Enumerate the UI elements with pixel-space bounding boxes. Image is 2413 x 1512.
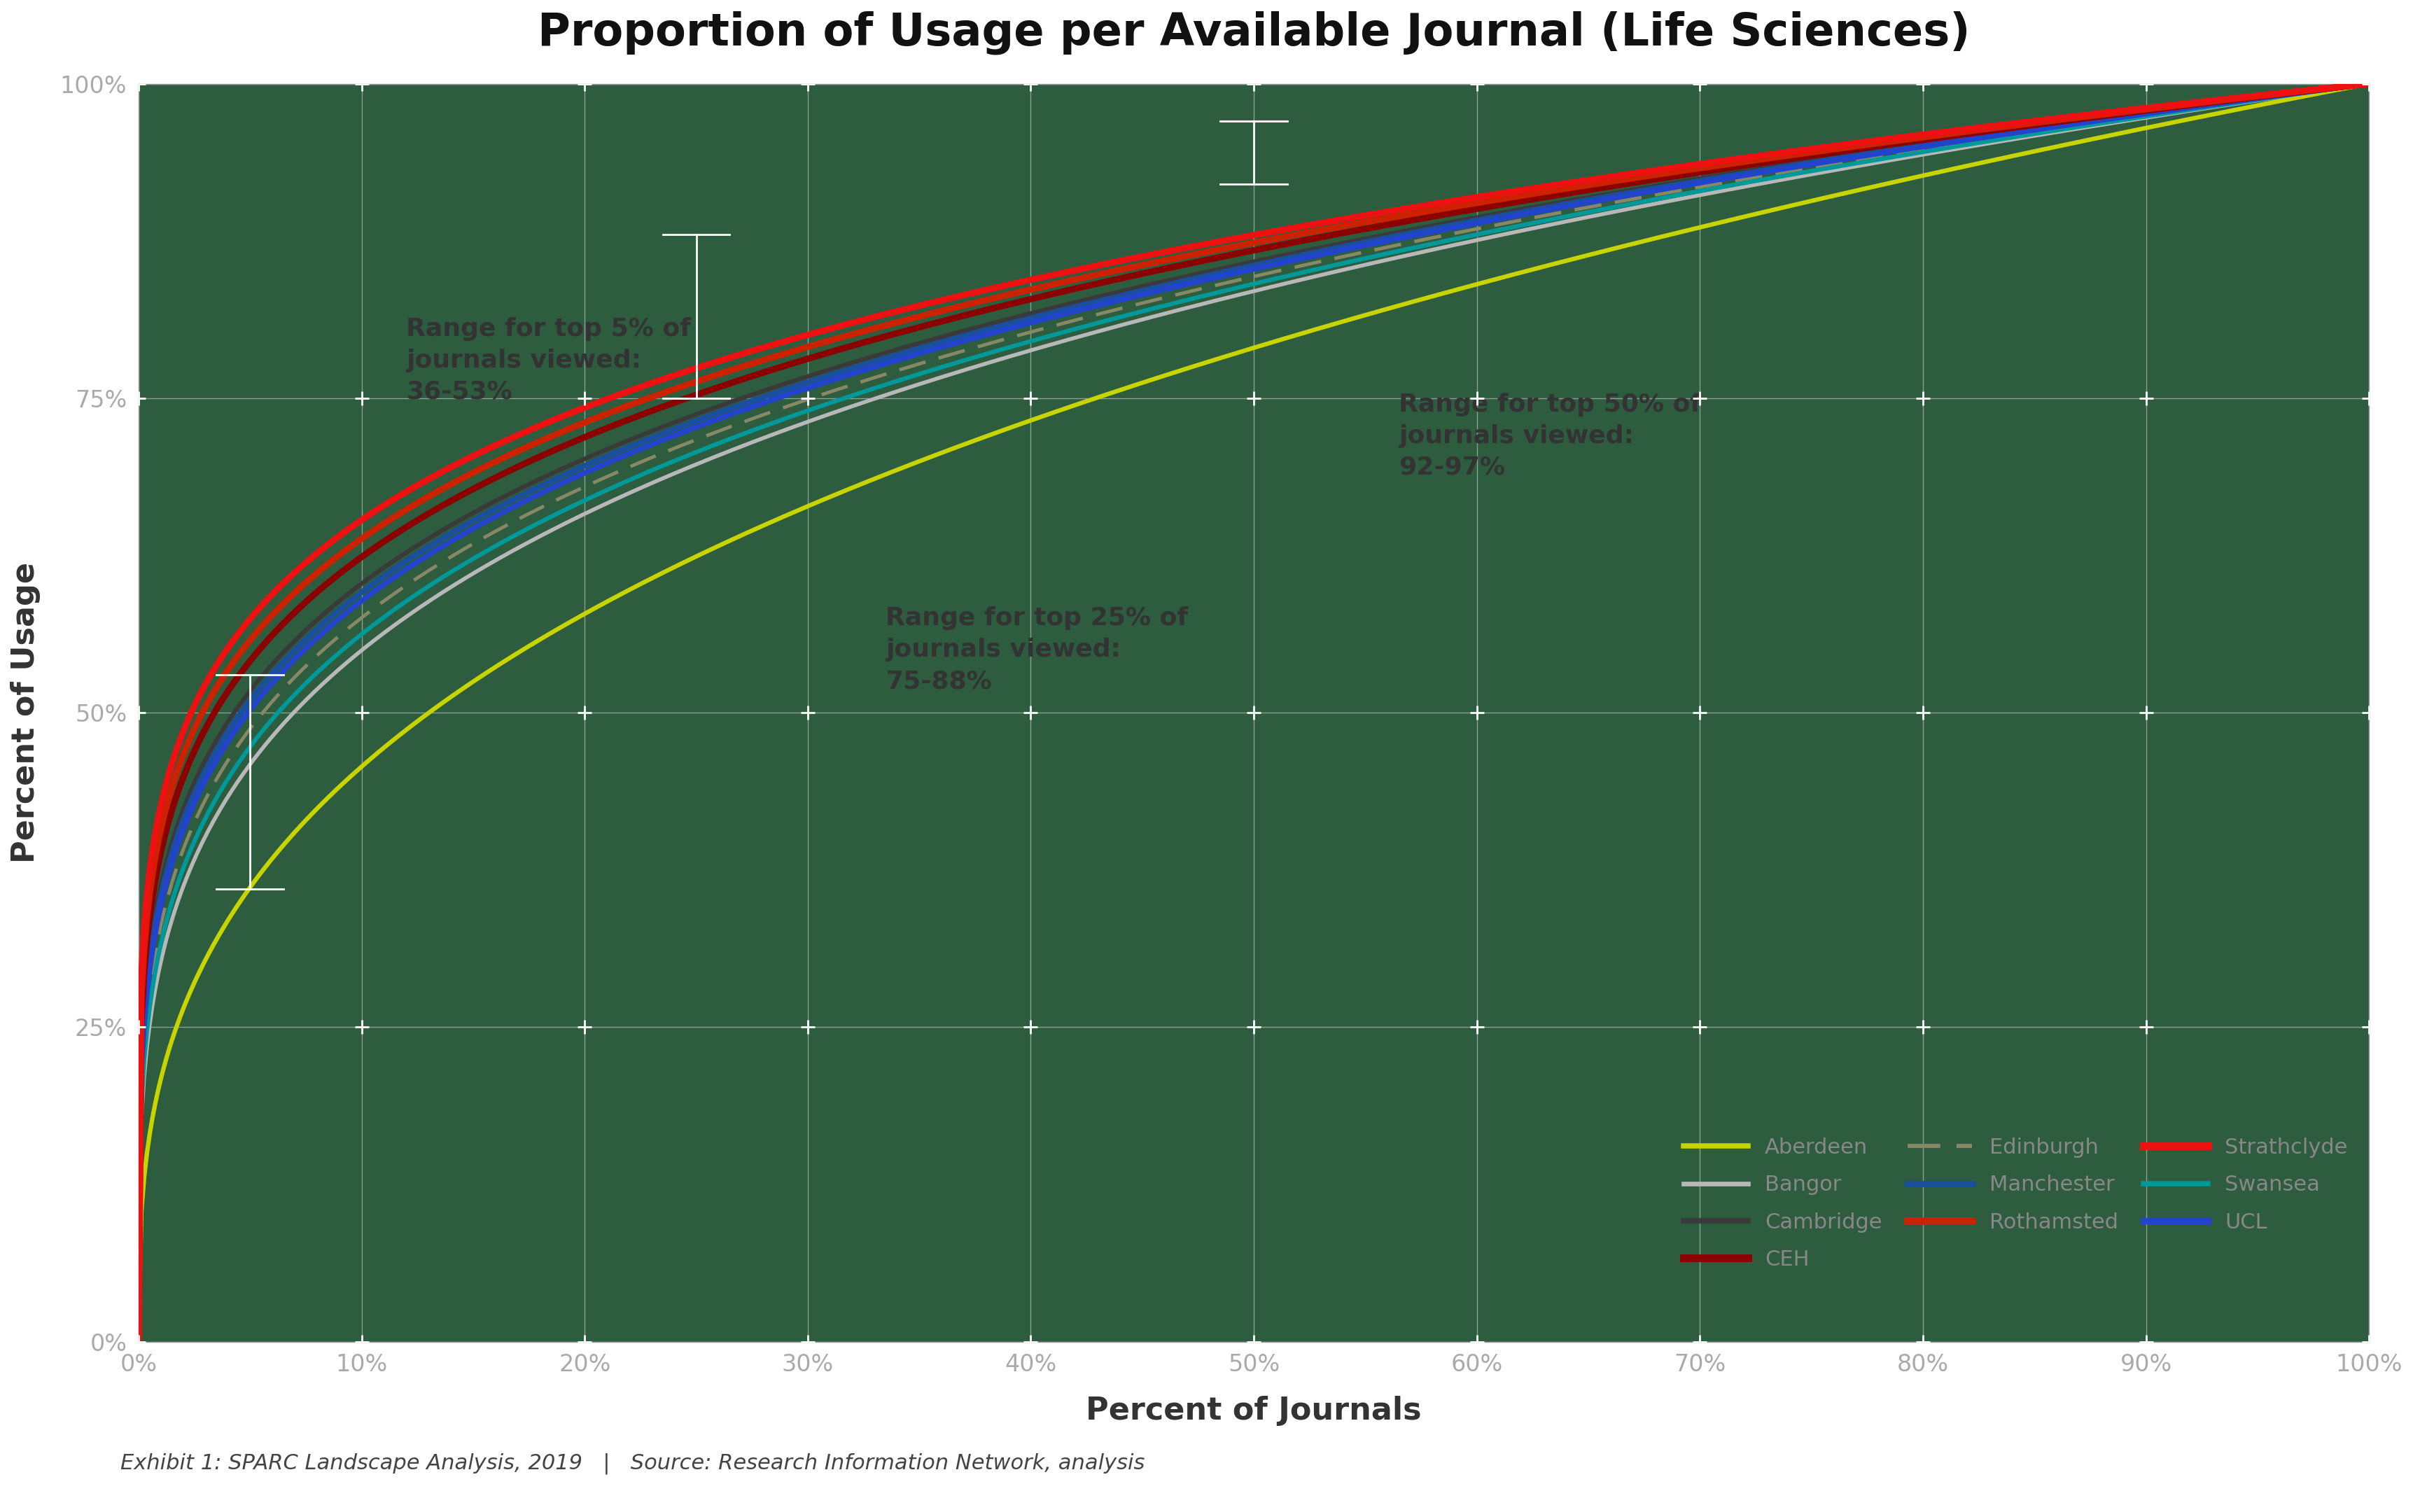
Legend: Aberdeen, Bangor, Cambridge, CEH, Edinburgh, Manchester, Rothamsted, Strathclyde: Aberdeen, Bangor, Cambridge, CEH, Edinbu… (1672, 1126, 2358, 1281)
Text: Range for top 50% of
journals viewed:
92-97%: Range for top 50% of journals viewed: 92… (1400, 393, 1701, 479)
Y-axis label: Percent of Usage: Percent of Usage (10, 562, 41, 863)
X-axis label: Percent of Journals: Percent of Journals (1086, 1396, 1421, 1426)
Text: Range for top 5% of
journals viewed:
36-53%: Range for top 5% of journals viewed: 36-… (405, 318, 690, 404)
Text: Exhibit 1: SPARC Landscape Analysis, 2019   |   Source: Research Information Net: Exhibit 1: SPARC Landscape Analysis, 201… (121, 1453, 1146, 1474)
Text: Range for top 25% of
journals viewed:
75-88%: Range for top 25% of journals viewed: 75… (886, 606, 1187, 692)
Title: Proportion of Usage per Available Journal (Life Sciences): Proportion of Usage per Available Journa… (538, 11, 1969, 54)
